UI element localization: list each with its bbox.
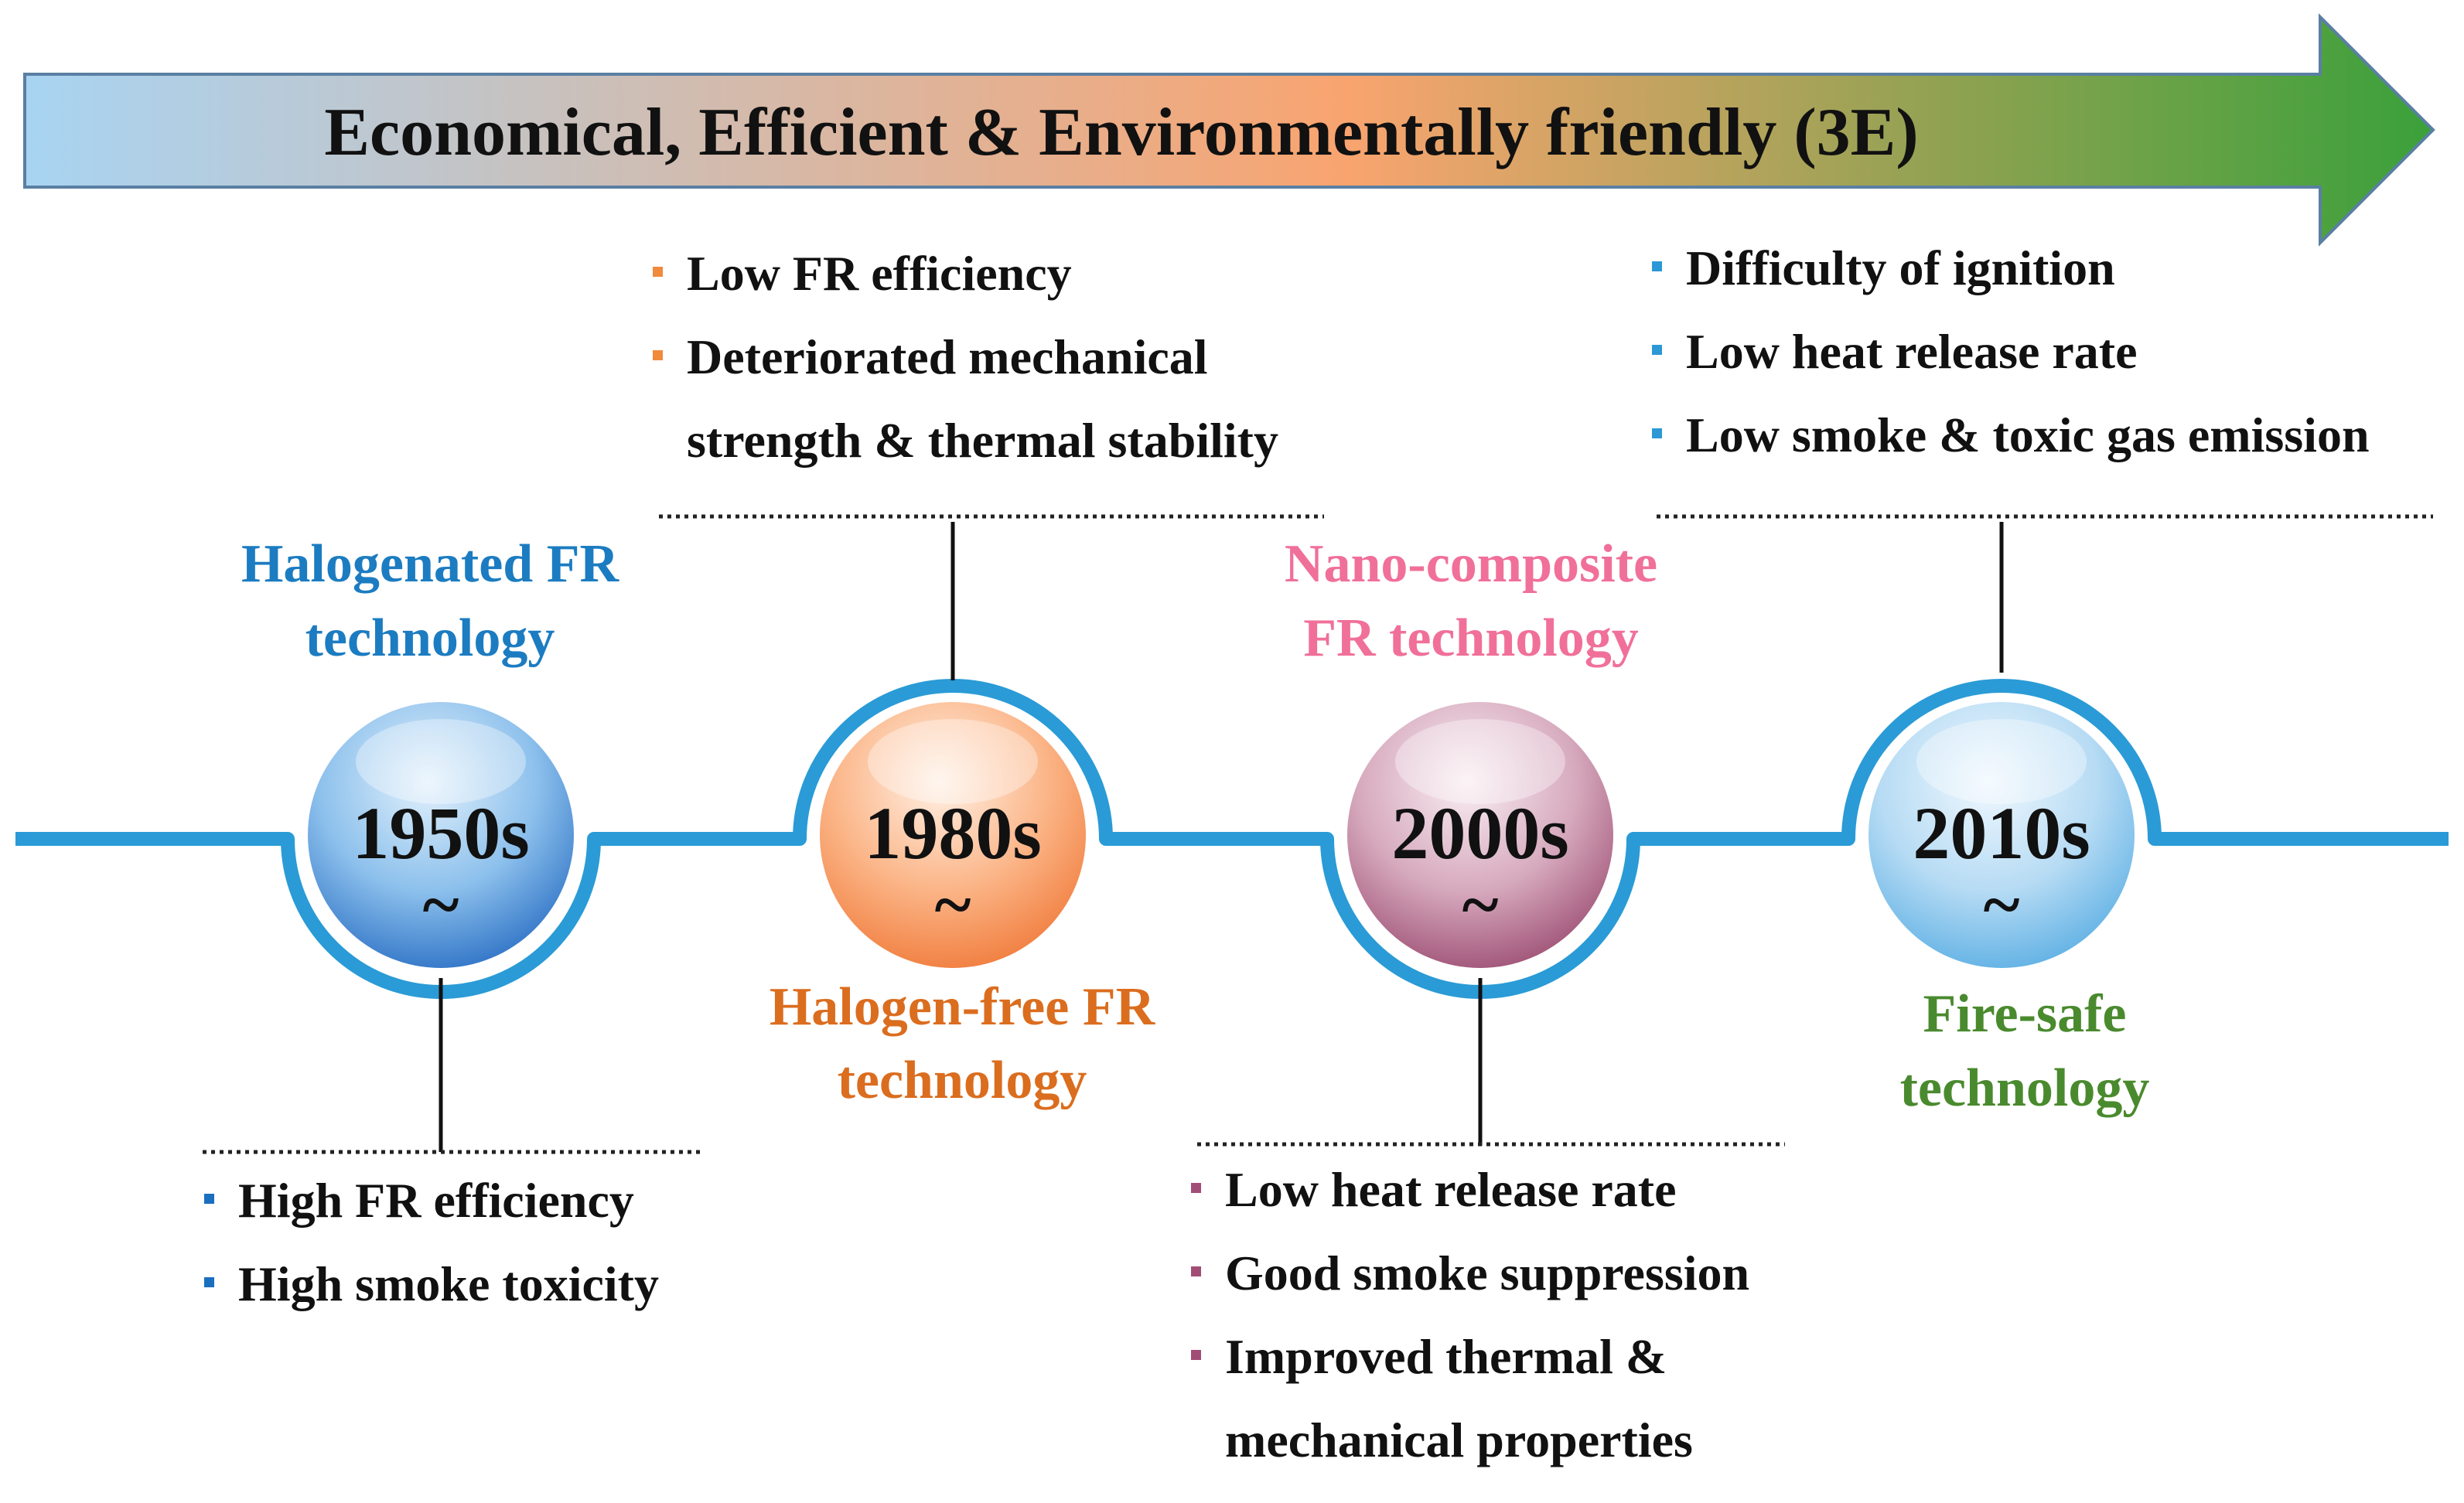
circle-highlight xyxy=(356,719,526,804)
era-label-line: Fire-safe xyxy=(1923,984,2126,1044)
era-circle xyxy=(1868,702,2135,968)
bullet-text: Low heat release rate xyxy=(1686,324,2138,379)
bullet-marker xyxy=(1652,261,1662,271)
bullet-text: strength & thermal stability xyxy=(687,413,1278,468)
era-year: 2000s xyxy=(1391,792,1568,874)
bullet-marker xyxy=(204,1277,214,1287)
era-label-line: Halogen-free FR xyxy=(770,977,1156,1037)
era-label-line: Halogenated FR xyxy=(241,534,619,594)
bullet-marker xyxy=(1652,345,1662,355)
bullet-text: Low smoke & toxic gas emission xyxy=(1686,407,2370,462)
banner-arrow xyxy=(23,13,2435,247)
bullet-marker xyxy=(653,267,663,277)
era-group-1980s: 1980s~ Halogen-free FR technology Low FR ef… xyxy=(653,246,1324,1110)
era-tilde: ~ xyxy=(423,867,459,943)
bullet-text: High smoke toxicity xyxy=(238,1256,659,1311)
bullet-text: Good smoke suppression xyxy=(1225,1246,1749,1300)
era-tilde: ~ xyxy=(935,867,971,943)
bullet-text: Difficulty of ignition xyxy=(1686,240,2115,295)
timeline-line xyxy=(15,679,2449,999)
era-group-2010s: 2010s~ Fire-safe technology Difficulty of i… xyxy=(1652,240,2433,1118)
era-circle xyxy=(820,702,1086,968)
era-label-line: FR technology xyxy=(1303,608,1639,668)
bullet-marker xyxy=(1191,1183,1201,1193)
bullet-text: Low heat release rate xyxy=(1225,1162,1677,1217)
era-group-2000s: 2000s~ Nano-composite FR technology Low hea… xyxy=(1191,534,1785,1467)
bullet-marker xyxy=(1191,1350,1201,1360)
era-year: 2010s xyxy=(1913,792,2090,874)
bullet-text: Deteriorated mechanical xyxy=(687,329,1208,384)
bullet-marker xyxy=(1652,428,1662,438)
era-tilde: ~ xyxy=(1984,867,2020,943)
era-label-line: Nano-composite xyxy=(1285,534,1657,594)
circle-highlight xyxy=(1395,719,1565,804)
banner-title: Economical, Efficient & Environmentally … xyxy=(324,95,1918,170)
bullet-marker xyxy=(1191,1266,1201,1276)
era-year: 1980s xyxy=(864,792,1041,874)
era-year: 1950s xyxy=(352,792,529,874)
era-group-1950s: 1950s~ Halogenated FR technology High FR ef… xyxy=(203,534,700,1311)
era-circle xyxy=(1347,702,1613,968)
era-label-line: technology xyxy=(305,608,555,668)
bullet-text: Low FR efficiency xyxy=(687,246,1072,301)
era-label-line: technology xyxy=(1900,1058,2150,1118)
circle-highlight xyxy=(1916,719,2087,804)
circle-highlight xyxy=(868,719,1038,804)
bullet-marker xyxy=(204,1194,214,1204)
era-tilde: ~ xyxy=(1462,867,1499,943)
era-label-line: technology xyxy=(838,1051,1087,1110)
bullet-text: mechanical properties xyxy=(1225,1413,1693,1467)
era-circle xyxy=(308,702,574,968)
bullet-text: Improved thermal & xyxy=(1225,1329,1667,1384)
bullet-text: High FR efficiency xyxy=(238,1173,634,1228)
bullet-marker xyxy=(653,350,663,360)
